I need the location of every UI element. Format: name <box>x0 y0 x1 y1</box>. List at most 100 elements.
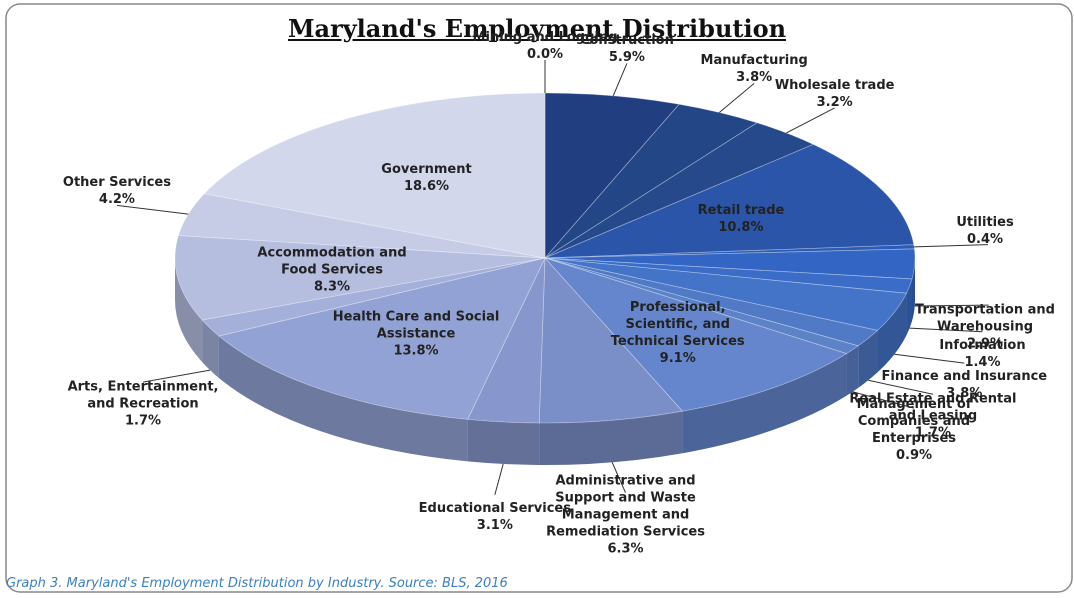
slice-side <box>539 411 683 465</box>
slice-name: Information <box>939 337 1026 353</box>
slice-side-shade <box>202 320 219 378</box>
slice-value: 3.1% <box>476 517 513 533</box>
slice-name: Health Care and Social Assistance <box>332 309 500 342</box>
slice-name: Transportation and Warehousing <box>915 302 1055 335</box>
slice <box>544 143 915 259</box>
slice-side-shade <box>912 258 915 321</box>
slice <box>467 257 546 424</box>
slice-label: Retail trade 10.8% <box>656 202 826 236</box>
slice <box>544 92 680 260</box>
slice-label: Government 18.6% <box>342 161 512 195</box>
slice-label: Educational Services 3.1% <box>410 500 580 534</box>
slice-side <box>906 278 913 336</box>
slice-label: Wholesale trade 3.2% <box>750 77 920 111</box>
slice-value: 2.9% <box>966 336 1004 352</box>
slice <box>543 257 848 412</box>
slice-name: Construction <box>579 33 674 49</box>
slice-label: Finance and Insurance 3.8% <box>879 368 1049 402</box>
slice <box>544 248 916 280</box>
leader-line <box>612 63 628 97</box>
slice-name: Accommodation and Food Services <box>257 245 407 278</box>
slice-name: Government <box>381 162 472 178</box>
slice-name: Administrative and Support and Waste Man… <box>546 473 705 540</box>
slice-side-shade <box>539 411 683 465</box>
slice-name: Management of Companies and Enterprises <box>856 397 972 447</box>
slice-name: Mining and Logging <box>472 30 618 45</box>
slice-value: 6.3% <box>607 541 644 557</box>
slice-label: Arts, Entertainment, and Recreation 1.7% <box>58 379 228 430</box>
leader-line <box>914 244 989 248</box>
slice <box>538 256 684 424</box>
slice-name: Wholesale trade <box>774 77 895 93</box>
slice-value: 13.8% <box>393 343 439 359</box>
slice-side-shade <box>846 345 859 396</box>
slice-label: Management of Companies and Enterprises 0… <box>829 396 999 464</box>
slice-side <box>202 320 219 378</box>
leader-line <box>142 369 211 383</box>
slice-value: 0.9% <box>895 448 933 464</box>
slice-side <box>846 345 859 396</box>
slice-value: 1.7% <box>914 425 951 441</box>
slice-label: Information 1.4% <box>897 337 1067 371</box>
slice <box>544 257 879 347</box>
leader-line <box>494 463 504 495</box>
slice-label: Accommodation and Food Services 8.3% <box>247 244 417 295</box>
leader-line <box>611 462 626 493</box>
slice-value: 10.8% <box>718 219 764 235</box>
slice-side-shade <box>218 335 468 462</box>
slice-value: 0.0% <box>526 47 564 62</box>
slice <box>544 257 908 331</box>
slice <box>203 92 546 259</box>
slice-label: Professional, Scientific, and Technical … <box>593 299 763 367</box>
slice-name: Utilities <box>956 214 1014 230</box>
slice-label: Other Services 4.2% <box>32 174 202 208</box>
slice-side-shade <box>877 293 907 373</box>
slice-name: Real Estate and Rental and Leasing <box>849 391 1017 424</box>
slice-name: Arts, Entertainment, and Recreation <box>67 379 219 412</box>
slice-side <box>912 258 915 321</box>
leader-line <box>116 204 189 215</box>
slice <box>544 122 815 259</box>
slice-side-shade <box>175 258 203 363</box>
slice-value: 3.2% <box>816 94 853 110</box>
leader-line <box>868 379 934 395</box>
slice-value: 8.3% <box>314 279 351 295</box>
slice-side <box>858 330 878 388</box>
slice-value: 1.7% <box>125 413 162 429</box>
slice-side-shade <box>682 353 847 454</box>
slice <box>218 257 546 420</box>
slice-side <box>218 335 468 462</box>
slice-label: Administrative and Support and Waste Man… <box>541 472 711 557</box>
slice-name: Finance and Insurance <box>881 369 1048 385</box>
slice <box>544 257 860 355</box>
leader-line <box>894 353 965 364</box>
slice-value: 18.6% <box>403 179 450 195</box>
slice-label: Utilities 0.4% <box>900 214 1070 248</box>
leader-line <box>909 327 983 333</box>
leader-line <box>852 391 915 409</box>
slice <box>177 193 546 259</box>
leader-line <box>914 304 989 307</box>
slice-label: Manufacturing 3.8% <box>669 52 839 86</box>
slice-name: Other Services <box>62 175 171 191</box>
slice-label: Transportation and Warehousing 2.9% <box>900 302 1070 353</box>
slice-name: Educational Services <box>418 500 571 516</box>
slice <box>201 257 546 337</box>
slice-side <box>877 293 907 373</box>
slice-name: Manufacturing <box>700 53 808 69</box>
slice-side-shade <box>467 419 540 465</box>
slice-value: 1.4% <box>964 354 1001 370</box>
slice-side <box>175 258 203 363</box>
chart-title: Maryland's Employment Distribution <box>287 14 787 43</box>
slice-label: Mining and Logging 0.0% <box>460 29 630 63</box>
slice-side <box>682 353 847 454</box>
slice-side <box>467 419 540 465</box>
caption: Graph 3. Maryland's Employment Distribut… <box>6 576 508 591</box>
slice-label: Health Care and Social Assistance 13.8% <box>331 309 501 360</box>
slice-name: Retail trade <box>697 202 785 218</box>
slice-value: 3.8% <box>736 70 773 86</box>
slice-side-shade <box>906 278 913 336</box>
slice <box>174 235 546 321</box>
